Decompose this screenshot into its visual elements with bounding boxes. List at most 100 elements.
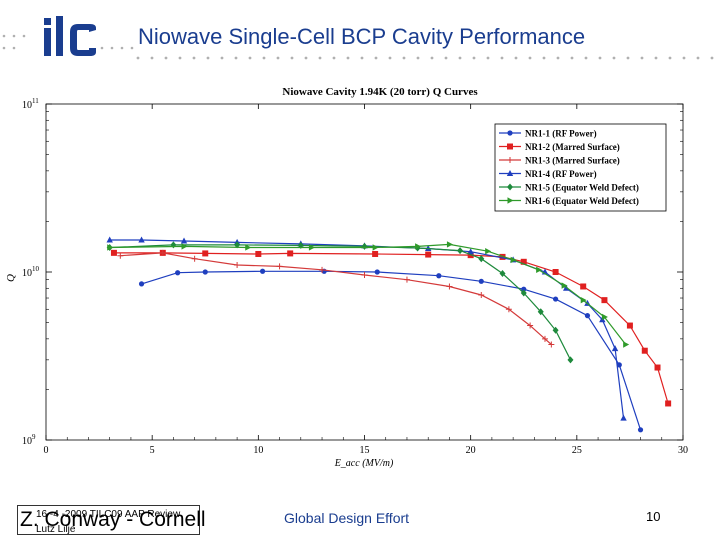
data-point bbox=[499, 269, 506, 277]
data-point bbox=[403, 276, 410, 283]
legend-label: NR1-6 (Equator Weld Defect) bbox=[525, 196, 639, 206]
legend-box bbox=[494, 123, 667, 212]
data-point bbox=[505, 306, 512, 313]
legend-marker bbox=[506, 170, 514, 176]
data-point bbox=[567, 356, 574, 364]
data-point bbox=[552, 326, 559, 334]
legend-marker bbox=[507, 197, 514, 204]
x-tick-label: 20 bbox=[466, 445, 476, 456]
q-curve-chart: Niowave Cavity 1.94K (20 torr) Q Curves … bbox=[5, 86, 688, 469]
data-point bbox=[553, 296, 559, 302]
y-tick-label: 1010 bbox=[22, 265, 40, 279]
slide-title: Niowave Single-Cell BCP Cavity Performan… bbox=[138, 24, 586, 49]
y-tick-label: 109 bbox=[22, 433, 36, 447]
data-point bbox=[202, 269, 208, 275]
series-line bbox=[109, 239, 625, 419]
data-point bbox=[580, 296, 587, 304]
legend-label: NR1-2 (Marred Surface) bbox=[525, 142, 620, 152]
x-tick-label: 0 bbox=[44, 445, 49, 456]
series-line bbox=[113, 252, 669, 404]
data-point bbox=[245, 244, 252, 251]
data-point bbox=[641, 347, 648, 354]
data-point bbox=[478, 291, 485, 298]
data-point bbox=[601, 313, 608, 321]
data-point bbox=[110, 249, 117, 256]
data-point bbox=[580, 283, 587, 290]
data-point bbox=[584, 313, 591, 319]
data-point bbox=[234, 241, 241, 249]
footer-speaker: Z. Conway - Cornell bbox=[20, 508, 206, 531]
data-point bbox=[372, 244, 379, 251]
legend-item: NR1-5 (Equator Weld Defect) bbox=[499, 183, 639, 193]
legend-label: NR1-1 (RF Power) bbox=[525, 129, 597, 139]
legend-marker bbox=[507, 130, 513, 136]
data-point bbox=[276, 263, 283, 270]
data-point bbox=[180, 237, 188, 244]
data-point bbox=[361, 271, 368, 278]
data-point bbox=[541, 335, 548, 342]
x-axis-label: E_acc (MV/m) bbox=[334, 458, 394, 469]
footer-author: Lutz Lilje bbox=[36, 524, 76, 535]
data-point bbox=[138, 281, 145, 287]
legend-item: NR1-2 (Marred Surface) bbox=[499, 142, 620, 152]
data-point bbox=[107, 244, 114, 251]
data-point bbox=[548, 341, 555, 348]
legend-item: NR1-1 (RF Power) bbox=[499, 129, 597, 139]
data-point bbox=[485, 247, 492, 255]
data-point bbox=[665, 400, 672, 407]
data-point bbox=[425, 245, 432, 252]
x-tick-label: 5 bbox=[150, 445, 155, 456]
data-point bbox=[255, 250, 262, 257]
data-point bbox=[626, 322, 633, 329]
x-tick-label: 10 bbox=[253, 445, 263, 456]
data-point bbox=[561, 282, 568, 289]
data-point bbox=[425, 251, 432, 258]
data-point bbox=[170, 241, 177, 249]
chart-container: Niowave Cavity 1.94K (20 torr) Q Curves … bbox=[0, 82, 720, 487]
data-point bbox=[623, 341, 630, 348]
legend: NR1-1 (RF Power) NR1-2 (Marred Surface) NR… bbox=[494, 123, 667, 212]
series-line bbox=[109, 243, 627, 345]
x-tick-label: 15 bbox=[360, 445, 370, 456]
data-point bbox=[117, 252, 124, 259]
data-point bbox=[478, 255, 485, 263]
series-line bbox=[120, 252, 552, 345]
legend-label: NR1-5 (Equator Weld Defect) bbox=[525, 183, 639, 193]
y-axis-label: Q bbox=[5, 274, 17, 282]
x-tick-label: 30 bbox=[678, 445, 688, 456]
y-tick-label: 1011 bbox=[22, 97, 39, 111]
footer-author-box bbox=[17, 505, 200, 535]
data-point bbox=[259, 268, 266, 274]
data-point bbox=[478, 278, 484, 284]
data-point bbox=[637, 427, 644, 433]
data-point bbox=[308, 244, 315, 251]
data-point bbox=[372, 250, 379, 257]
data-point bbox=[467, 248, 474, 255]
legend-item: NR1-6 (Equator Weld Defect) bbox=[499, 196, 639, 206]
series-line bbox=[109, 244, 572, 361]
data-point bbox=[521, 286, 527, 292]
chart-title: Niowave Cavity 1.94K (20 torr) Q Curves bbox=[282, 86, 478, 98]
legend-marker bbox=[507, 157, 513, 163]
legend-label: NR1-3 (Marred Surface) bbox=[525, 156, 620, 166]
data-point bbox=[181, 243, 188, 250]
footer-date: 16 -4 -2009 TILC09 AAP Review bbox=[36, 509, 181, 520]
legend-item: NR1-3 (Marred Surface) bbox=[499, 156, 620, 166]
data-point bbox=[616, 362, 622, 368]
data-point bbox=[620, 414, 627, 421]
data-point bbox=[457, 247, 464, 255]
data-point bbox=[415, 243, 422, 250]
data-point bbox=[601, 297, 608, 304]
legend-label: NR1-4 (RF Power) bbox=[525, 169, 597, 179]
series-4 bbox=[106, 236, 627, 421]
data-point bbox=[287, 250, 294, 257]
legend-item: NR1-4 (RF Power) bbox=[499, 169, 597, 179]
data-point bbox=[234, 262, 241, 269]
decorative-dot-border bbox=[2, 34, 714, 60]
data-point bbox=[138, 236, 145, 243]
data-point bbox=[510, 256, 517, 264]
data-point bbox=[202, 250, 209, 257]
data-point bbox=[536, 266, 543, 274]
data-point bbox=[175, 270, 181, 276]
data-point bbox=[654, 364, 661, 371]
